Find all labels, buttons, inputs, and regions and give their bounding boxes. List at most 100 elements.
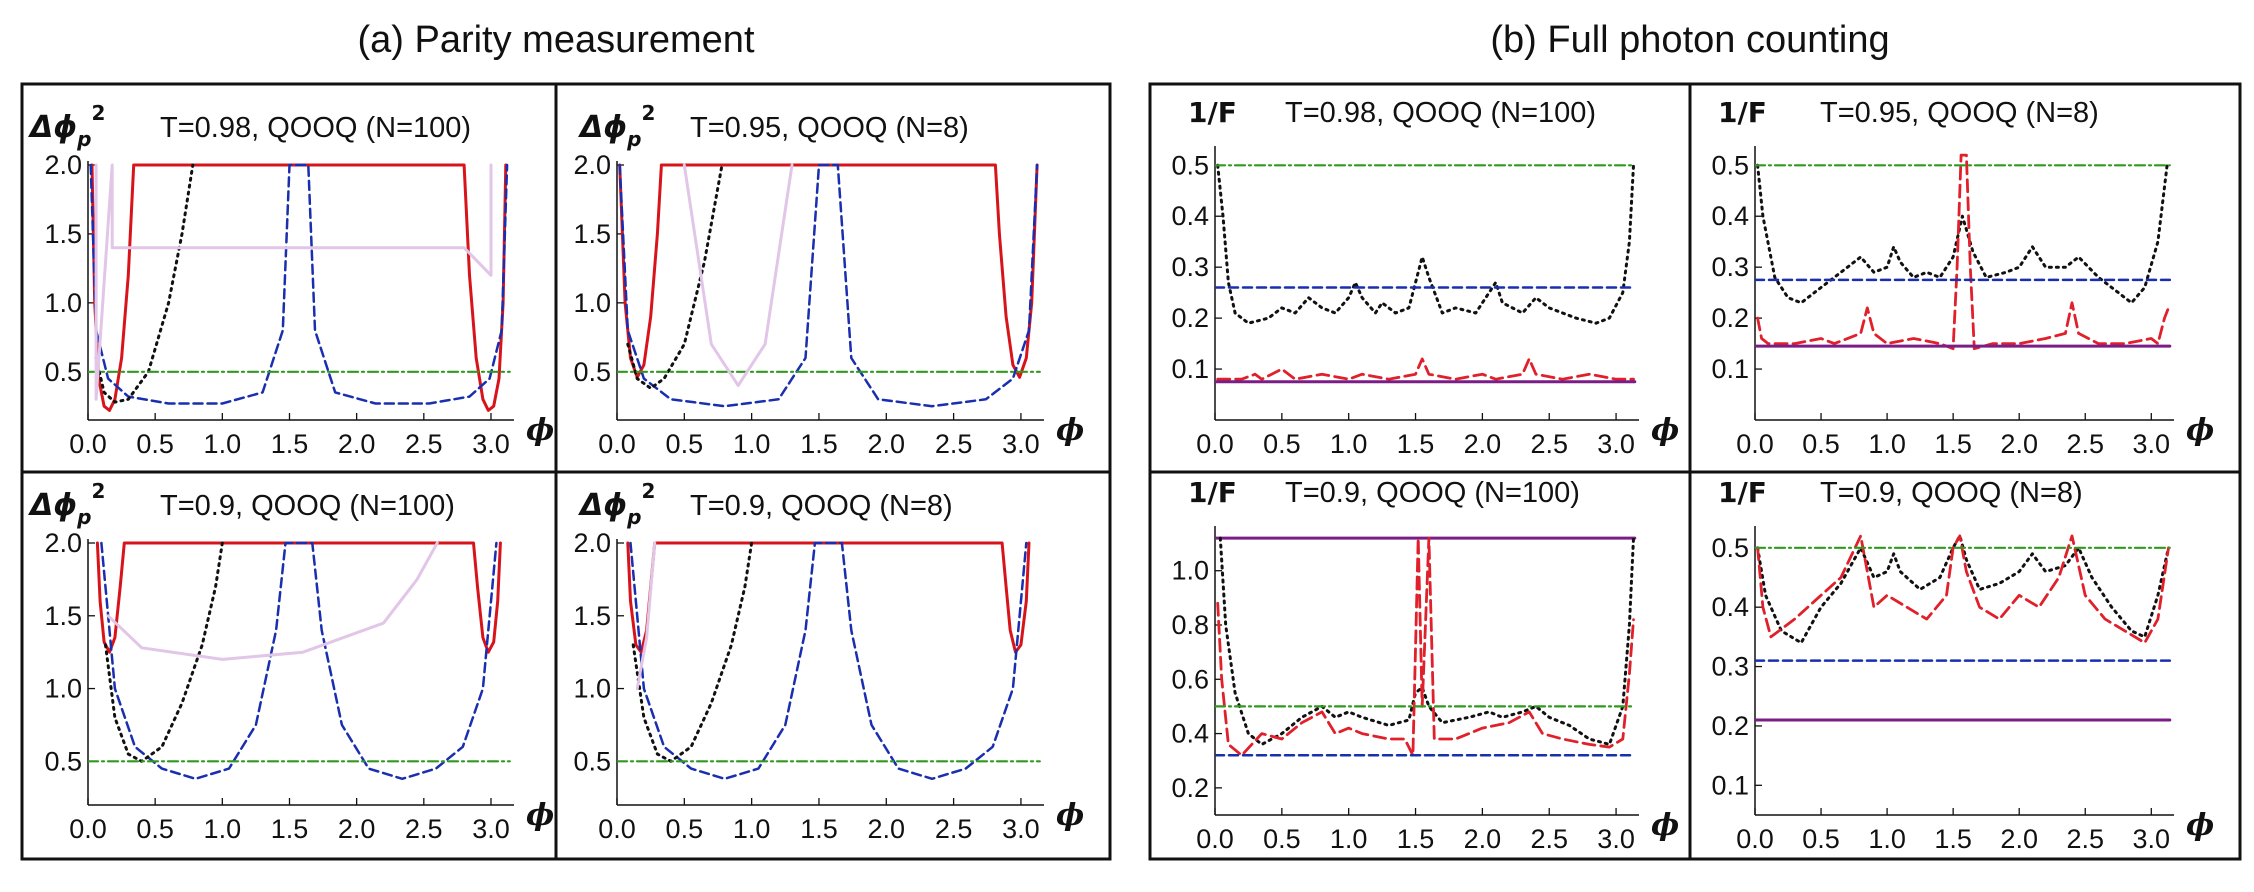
x-tick-label: 2.5: [405, 814, 443, 844]
x-tick-label: 2.5: [1530, 824, 1568, 854]
y-axis-label-sup: 2: [91, 101, 105, 125]
y-axis-label: Δϕp2: [28, 101, 105, 151]
y-tick-label: 1.0: [44, 288, 82, 318]
x-tick-label: 0.5: [1263, 824, 1301, 854]
series-light-purple: [106, 541, 439, 661]
x-axis-label: ϕ: [1651, 413, 1679, 448]
x-tick-label: 3.0: [2133, 429, 2171, 459]
series-solid-red: [90, 163, 508, 412]
x-tick-label: 1.0: [204, 429, 242, 459]
x-axis-label: ϕ: [1056, 798, 1084, 833]
y-tick-label: 0.1: [1171, 354, 1209, 384]
y-tick-label: 0.1: [1711, 354, 1749, 384]
y-tick-label: 0.1: [1711, 770, 1749, 800]
x-tick-label: 2.0: [1464, 429, 1502, 459]
x-tick-label: 3.0: [1002, 429, 1040, 459]
x-tick-label: 3.0: [1597, 429, 1635, 459]
x-tick-label: 1.5: [800, 429, 838, 459]
y-tick-label: 2.0: [44, 150, 82, 180]
series-dotted-black: [626, 163, 724, 390]
y-tick-label: 0.5: [1171, 150, 1209, 180]
y-axis-label-sub: p: [626, 127, 641, 151]
y-tick-label: 0.5: [573, 746, 611, 776]
series-solid-red: [95, 541, 502, 654]
y-tick-label: 1.0: [1171, 556, 1209, 586]
chart-annotation: T=0.9, QOOQ (N=8): [690, 490, 953, 522]
y-tick-label: 0.8: [1171, 610, 1209, 640]
left-group-title: (a) Parity measurement: [357, 19, 754, 61]
series-dotted-black: [104, 541, 224, 763]
y-axis-label-sup: 2: [91, 479, 105, 503]
y-axis-label: 1/F: [1718, 96, 1767, 129]
x-tick-label: 0.0: [1736, 429, 1774, 459]
y-tick-label: 0.5: [1711, 150, 1749, 180]
x-tick-label: 1.5: [1397, 824, 1435, 854]
x-tick-label: 1.0: [1868, 824, 1906, 854]
x-tick-label: 3.0: [1002, 814, 1040, 844]
y-axis-label-main: Δϕ: [578, 110, 627, 145]
x-tick-label: 1.5: [800, 814, 838, 844]
x-tick-label: 0.5: [136, 814, 174, 844]
x-tick-label: 2.0: [868, 814, 906, 844]
x-tick-label: 0.5: [1802, 429, 1840, 459]
chart-annotation: T=0.95, QOOQ (N=8): [690, 112, 969, 144]
y-tick-label: 0.2: [1171, 303, 1209, 333]
y-tick-label: 0.4: [1171, 719, 1209, 749]
x-tick-label: 0.5: [1802, 824, 1840, 854]
x-tick-label: 1.5: [271, 814, 309, 844]
y-axis-label-sub: p: [76, 127, 91, 151]
y-axis-label: 1/F: [1188, 476, 1237, 509]
y-axis-label-sup: 2: [641, 101, 655, 125]
y-axis-label: 1/F: [1718, 476, 1767, 509]
y-tick-label: 1.0: [573, 674, 611, 704]
x-tick-label: 0.0: [1736, 824, 1774, 854]
x-axis-label: ϕ: [526, 798, 554, 833]
x-tick-label: 2.5: [2066, 429, 2104, 459]
y-tick-label: 0.2: [1171, 773, 1209, 803]
x-tick-label: 0.5: [136, 429, 174, 459]
x-tick-label: 1.5: [1934, 429, 1972, 459]
x-tick-label: 1.0: [733, 429, 771, 459]
series-group: [88, 541, 511, 781]
y-tick-label: 2.0: [44, 528, 82, 558]
x-tick-label: 2.0: [868, 429, 906, 459]
chart-annotation: T=0.9, QOOQ (N=100): [160, 490, 455, 522]
x-axis-label: ϕ: [2186, 808, 2214, 843]
y-tick-label: 1.5: [573, 601, 611, 631]
series-dotted-black: [1216, 163, 1635, 325]
x-tick-label: 0.0: [1196, 429, 1234, 459]
y-tick-label: 0.2: [1711, 711, 1749, 741]
series-dashed-red: [1216, 357, 1635, 381]
y-axis-label: 1/F: [1188, 96, 1237, 129]
x-tick-label: 1.0: [1330, 429, 1368, 459]
series-dashed-blue: [629, 541, 1028, 781]
chart-a3: 0.0 0.5 1.0 1.5 2.0 2.5 3.0 0.5 1.0 1.5 2.0 ϕ Δϕp2 T=…: [28, 479, 554, 844]
right-group-title: (b) Full photon counting: [1490, 19, 1889, 61]
y-tick-label: 0.5: [1711, 533, 1749, 563]
x-axis-label: ϕ: [2186, 413, 2214, 448]
x-tick-label: 2.5: [405, 429, 443, 459]
series-group: [617, 163, 1041, 408]
chart-a4: 0.0 0.5 1.0 1.5 2.0 2.5 3.0 0.5 1.0 1.5 2.0 ϕ Δϕp2 T=…: [573, 479, 1084, 844]
series-dashed-red: [1216, 536, 1635, 757]
y-axis-label-main: Δϕ: [578, 488, 627, 523]
y-tick-label: 0.5: [44, 357, 82, 387]
x-tick-label: 2.0: [338, 429, 376, 459]
chart-a1: 0.0 0.5 1.0 1.5 2.0 2.5 3.0 0.5 1.0 1.5 2.0 ϕ Δϕp2 T=…: [28, 101, 554, 459]
series-group: [1215, 163, 1637, 384]
series-dashed-red: [1756, 153, 2170, 351]
y-tick-label: 0.5: [573, 357, 611, 387]
x-tick-label: 2.0: [1464, 824, 1502, 854]
y-tick-label: 0.3: [1711, 652, 1749, 682]
y-axis-label: Δϕp2: [28, 479, 105, 529]
series-group: [1755, 153, 2172, 351]
chart-annotation: T=0.95, QOOQ (N=8): [1820, 97, 2099, 129]
y-axis-label-sup: 2: [641, 479, 655, 503]
x-tick-label: 2.0: [2000, 429, 2038, 459]
series-group: [1215, 536, 1637, 757]
series-group: [617, 541, 1041, 781]
chart-b2: 0.0 0.5 1.0 1.5 2.0 2.5 3.0 0.1 0.2 0.3 0.4 0.5 ϕ 1/F…: [1711, 96, 2214, 459]
series-dotted-black: [1756, 534, 2170, 645]
y-tick-label: 0.3: [1171, 252, 1209, 282]
